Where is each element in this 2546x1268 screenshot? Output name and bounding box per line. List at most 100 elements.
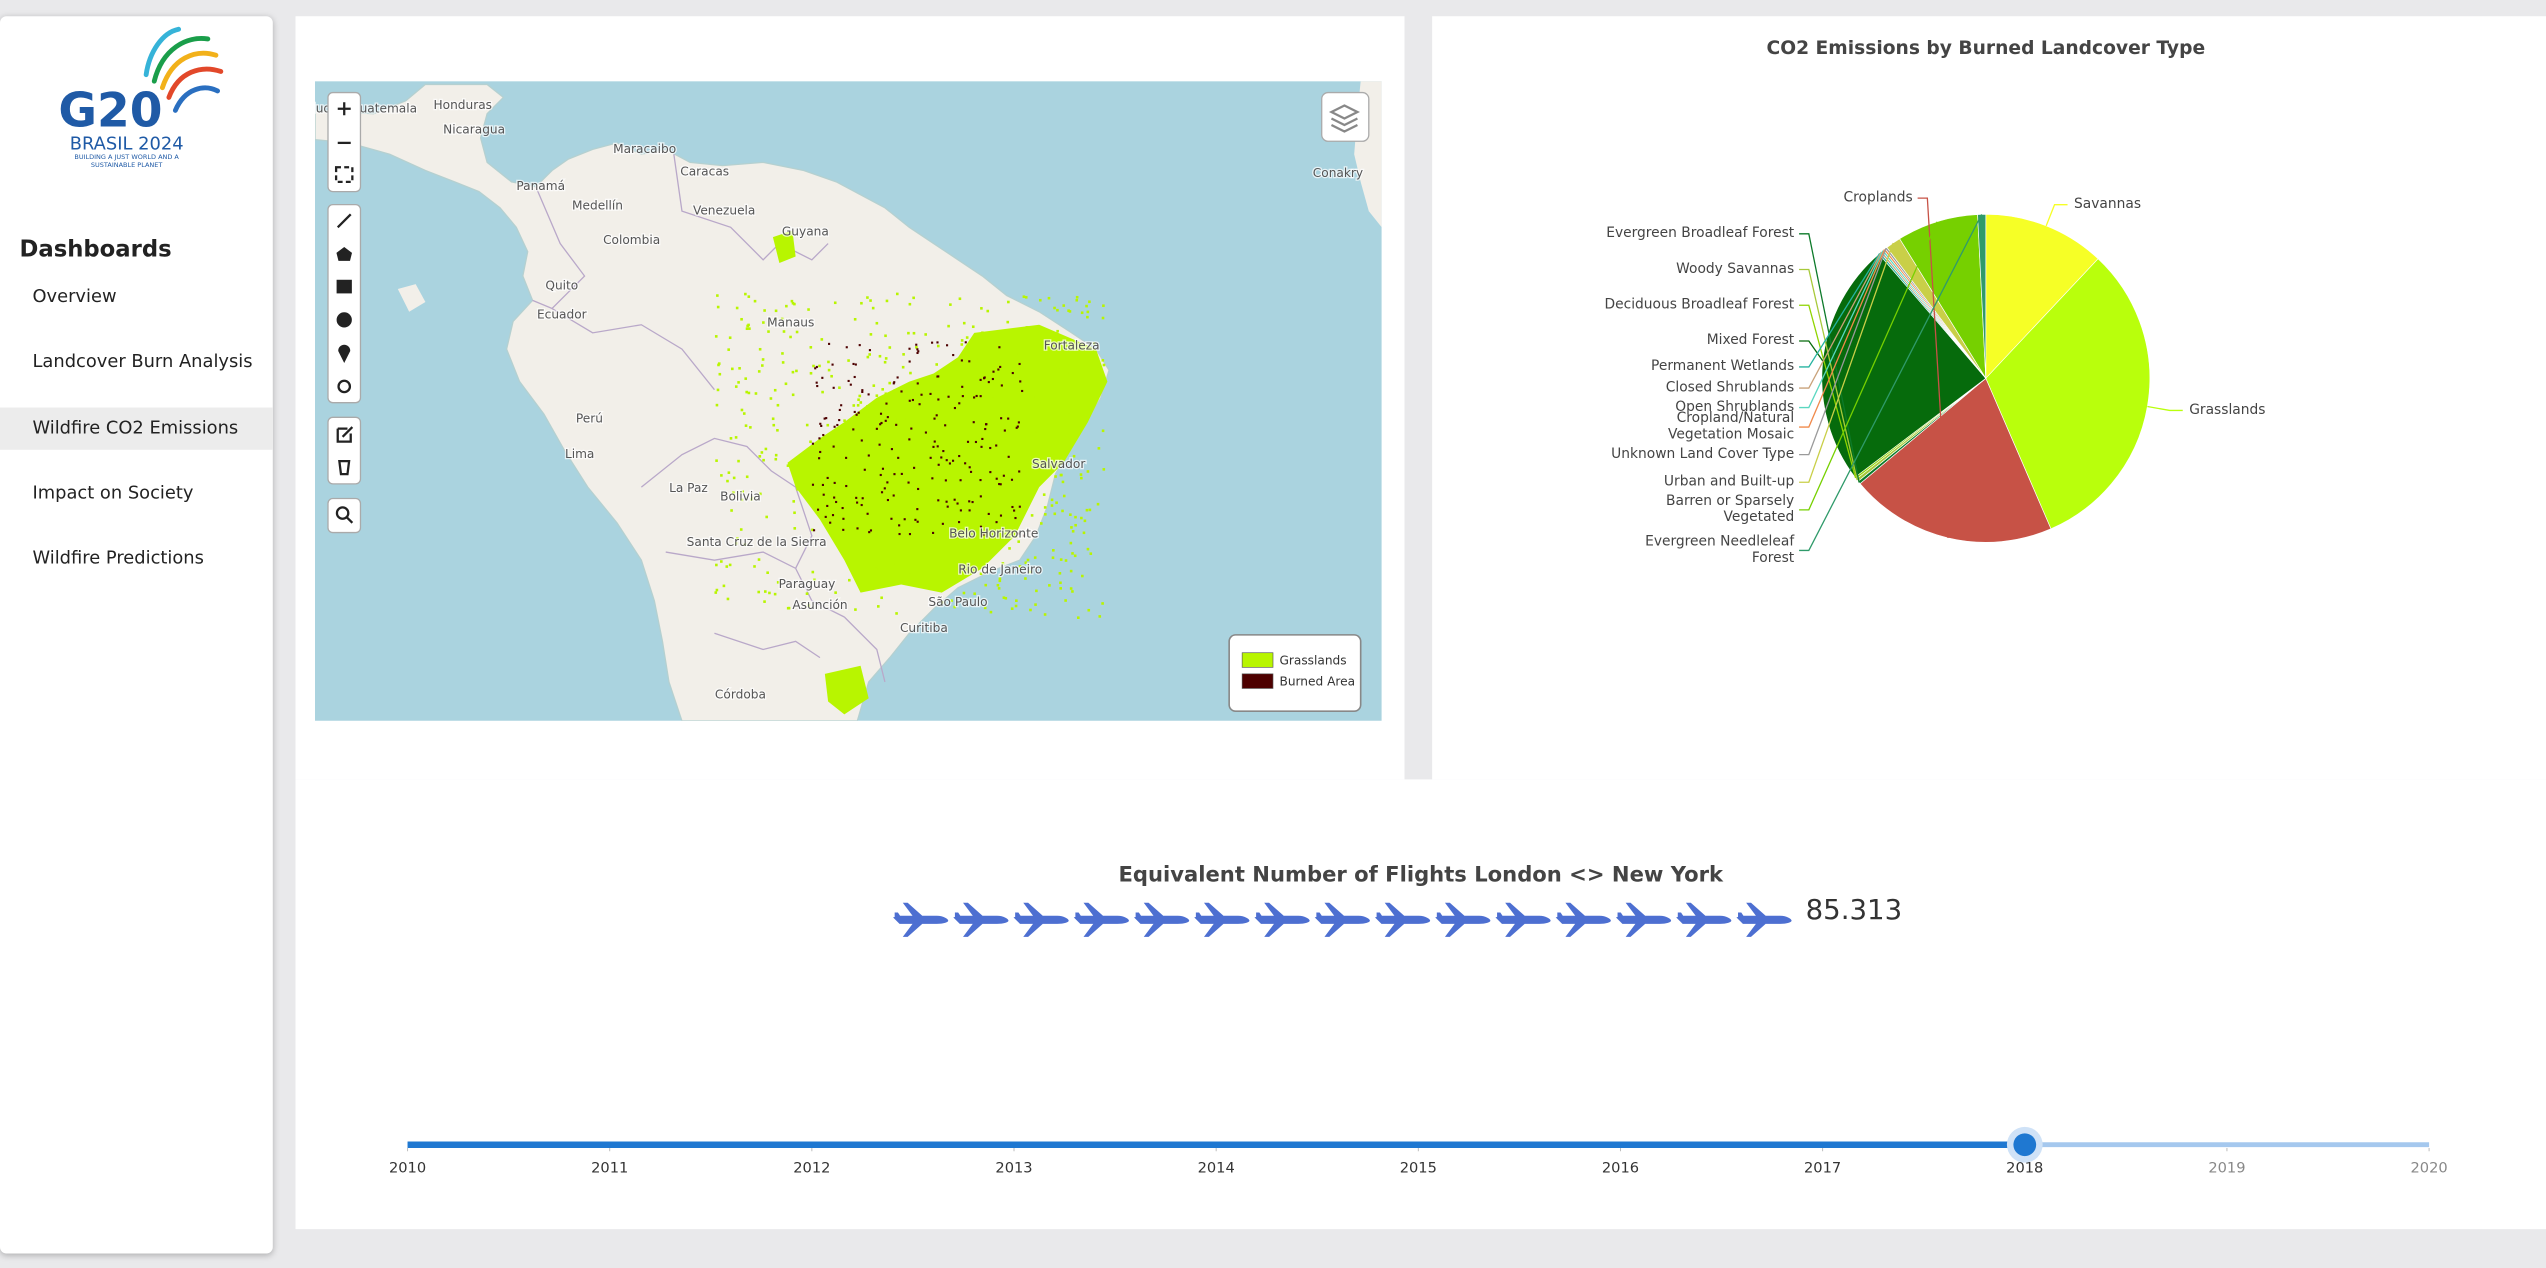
grassland-speck: [876, 605, 880, 608]
slider-handle[interactable]: [2013, 1133, 2037, 1157]
slider-year[interactable]: 2017: [1804, 1159, 1841, 1176]
grassland-speck: [1096, 502, 1100, 506]
draw-line[interactable]: [336, 213, 352, 229]
draw-marker[interactable]: [338, 344, 351, 364]
grassland-speck: [1016, 507, 1019, 510]
grassland-speck: [939, 555, 943, 559]
grassland-speck: [1069, 569, 1073, 573]
grassland-speck: [853, 317, 857, 321]
slider-year[interactable]: 2013: [995, 1159, 1032, 1176]
grassland-speck: [737, 381, 740, 384]
place-label: Venezuela: [693, 204, 755, 218]
burned-speck: [820, 424, 823, 427]
burned-speck: [860, 503, 863, 507]
delete-layers[interactable]: [338, 459, 351, 476]
burned-speck: [842, 528, 845, 531]
grassland-speck: [720, 474, 723, 477]
slider-year[interactable]: 2014: [1198, 1159, 1235, 1176]
year-slider[interactable]: 2010 2011 2012 2013 2014 2015 2016 2017 2018 2019…: [296, 1112, 2546, 1209]
zoom-in[interactable]: [337, 102, 351, 116]
burned-speck: [855, 496, 858, 499]
slider-year[interactable]: 2020: [2410, 1159, 2447, 1176]
plane-icon: [1134, 902, 1190, 937]
grassland-speck: [716, 388, 720, 392]
grassland-speck: [795, 474, 798, 478]
place-label: Honduras: [434, 98, 492, 112]
grassland-speck: [791, 301, 795, 305]
grassland-speck: [930, 493, 933, 497]
grassland-speck: [874, 567, 878, 571]
draw-circle[interactable]: [336, 312, 352, 328]
nav-item[interactable]: Overview: [32, 285, 117, 307]
grassland-speck: [771, 417, 775, 421]
slider-year[interactable]: 2012: [793, 1159, 830, 1176]
burned-speck: [907, 481, 910, 484]
nav-item[interactable]: Wildfire Predictions: [32, 547, 204, 569]
burned-speck: [964, 462, 967, 465]
burned-speck: [821, 483, 824, 487]
leader-line: [1799, 304, 1857, 479]
grassland-speck: [1006, 320, 1010, 324]
nav-item[interactable]: Landcover Burn Analysis: [32, 351, 253, 373]
burned-speck: [908, 399, 911, 402]
burned-speck: [890, 448, 893, 451]
logo-tagline-box: BUILDING A JUST WORLD AND A SUSTAINABLE …: [74, 154, 179, 167]
slider-year[interactable]: 2010: [389, 1159, 426, 1176]
burned-speck: [908, 360, 911, 363]
grassland-speck: [1086, 470, 1090, 473]
slider-year[interactable]: 2018: [2006, 1159, 2043, 1176]
grassland-speck: [854, 608, 857, 611]
draw-circlemarker[interactable]: [337, 379, 352, 394]
slider-year[interactable]: 2015: [1400, 1159, 1437, 1176]
burned-speck: [886, 498, 889, 502]
grassland-speck: [1033, 556, 1037, 559]
nav-item[interactable]: Wildfire CO2 Emissions: [0, 406, 273, 450]
grassland-speck: [988, 542, 992, 546]
grassland-speck: [895, 612, 898, 615]
grassland-speck: [1086, 310, 1090, 314]
grassland-speck: [1007, 333, 1010, 337]
grassland-speck: [1059, 587, 1062, 590]
burned-speck: [999, 483, 1002, 486]
burned-speck: [908, 438, 911, 441]
grassland-speck: [984, 583, 988, 587]
plane-icon: [1615, 902, 1672, 937]
grassland-speck: [908, 452, 911, 456]
grassland-speck: [1101, 602, 1104, 605]
slider-year[interactable]: 2019: [2208, 1159, 2245, 1176]
grassland-speck: [871, 587, 874, 590]
grassland-speck: [980, 565, 983, 569]
burned-speck: [836, 423, 839, 427]
grassland-speck: [820, 338, 824, 341]
fullscreen[interactable]: [334, 166, 354, 183]
leader-line: [1799, 268, 1858, 481]
grassland-speck: [983, 424, 987, 427]
grassland-speck: [732, 491, 735, 495]
grassland-speck: [1022, 295, 1026, 298]
burned-speck: [973, 396, 976, 399]
grassland-speck: [960, 339, 964, 342]
edit-layers[interactable]: [336, 426, 354, 443]
slider-year[interactable]: 2016: [1602, 1159, 1639, 1176]
burned-speck: [915, 343, 918, 346]
slider-year[interactable]: 2011: [591, 1159, 628, 1176]
search-control[interactable]: [327, 497, 362, 534]
grassland-speck: [764, 590, 767, 593]
grassland-speck: [996, 514, 1000, 517]
grassland-speck: [1053, 435, 1057, 439]
burned-speck: [918, 403, 921, 406]
nav-item[interactable]: Impact on Society: [32, 482, 194, 504]
grassland-speck: [802, 480, 805, 484]
grassland-speck: [943, 544, 947, 548]
grassland-speck: [1050, 498, 1054, 502]
grassland-speck: [927, 571, 931, 575]
burned-speck: [880, 491, 884, 494]
draw-polygon[interactable]: [336, 247, 353, 261]
grassland-speck: [982, 369, 985, 373]
grassland-speck: [897, 473, 901, 477]
draw-rectangle[interactable]: [336, 279, 352, 294]
grassland-speck: [997, 429, 1000, 433]
grassland-speck: [1059, 558, 1063, 561]
burned-speck: [945, 459, 948, 462]
